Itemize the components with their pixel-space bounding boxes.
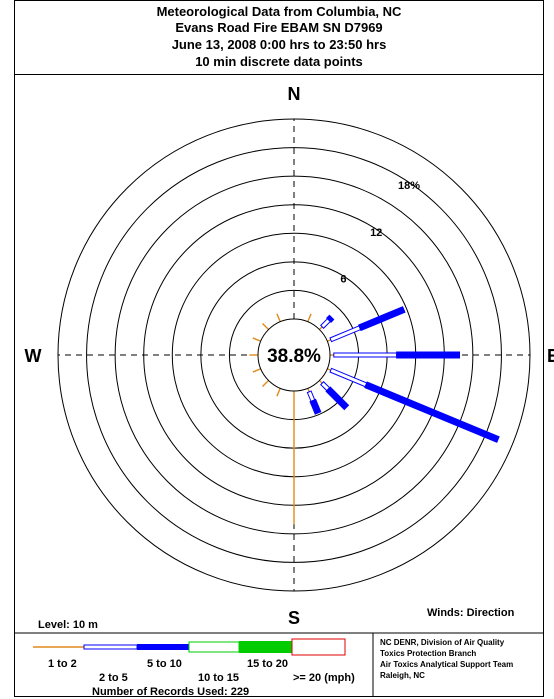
chart-title-line-4: 10 min discrete data points	[195, 54, 363, 69]
calm-circle	[257, 318, 331, 392]
petal-segment	[326, 368, 332, 371]
legend-label-20-plus: >= 20 (mph)	[293, 672, 355, 684]
legend-label-1-2: 1 to 2	[48, 658, 77, 670]
radial-label: 18%	[398, 180, 420, 192]
petal-segment	[329, 367, 368, 388]
radial-ring	[114, 175, 474, 535]
radial-ring	[86, 147, 502, 563]
chart-title-line-3: June 13, 2008 0:00 hrs to 23:50 hrs	[171, 37, 387, 52]
legend-swatch-10-15	[188, 641, 240, 653]
wind-petal	[252, 337, 262, 342]
records-used-label: Number of Records Used: 229	[92, 686, 249, 698]
petal-segment	[252, 368, 262, 373]
wind-petal	[261, 322, 270, 331]
wind-petal	[326, 367, 500, 443]
petal-segment	[396, 351, 461, 359]
legend-swatch-15-20	[239, 641, 292, 653]
wind-petal	[318, 314, 335, 331]
chart-title-line-2: Evans Road Fire EBAM SN D7969	[175, 20, 383, 35]
petal-segment	[358, 306, 406, 332]
wind-petal	[307, 313, 312, 323]
petal-segment	[326, 314, 335, 323]
petal-segment	[276, 313, 281, 323]
wind-petal	[306, 387, 322, 415]
wind-petal	[318, 379, 350, 411]
legend-label-2-5: 2 to 5	[99, 672, 128, 684]
legend-swatch-2-5	[83, 644, 138, 650]
wind-petal	[252, 368, 262, 373]
petal-segment	[307, 313, 312, 323]
petal-segment	[326, 339, 332, 342]
compass-south-label: S	[288, 608, 300, 628]
radial-label: 12	[370, 227, 382, 239]
legend-label-5-10: 5 to 10	[147, 658, 182, 670]
petal-segment	[309, 398, 322, 415]
petal-segment	[333, 352, 398, 358]
radial-label: 6	[340, 274, 346, 286]
radial-labels: 6 12 18%	[340, 180, 420, 286]
wind-petal	[276, 387, 281, 397]
winds-label: Winds: Direction	[427, 607, 515, 619]
calm-percent-label: 38.8%	[267, 346, 321, 367]
legend-swatch-20-plus	[291, 638, 346, 656]
petal-segment	[325, 386, 350, 411]
credit-line-3: Air Toxics Analytical Support Team	[380, 660, 513, 669]
petal-segment	[307, 387, 310, 393]
wind-petal	[276, 313, 281, 323]
wind-petal	[261, 379, 270, 388]
title-separator	[14, 74, 544, 75]
legend-label-10-15: 10 to 15	[198, 672, 239, 684]
credit-line-1: NC DENR, Division of Air Quality	[380, 638, 505, 647]
chart-title-line-1: Meteorological Data from Columbia, NC	[156, 4, 402, 19]
level-label: Level: 10 m	[38, 619, 98, 631]
petal-segment	[329, 325, 362, 343]
credit-line-4: Raleigh, NC	[380, 671, 425, 680]
chart-frame	[14, 0, 544, 697]
wind-petal	[330, 351, 461, 359]
compass-north-label: N	[288, 84, 301, 104]
petal-segment	[261, 322, 270, 331]
wind-petal	[326, 306, 406, 343]
petal-segment	[318, 326, 323, 331]
petal-segment	[364, 381, 500, 443]
compass-east-label: E	[547, 346, 554, 366]
credit-line-2: Toxics Protection Branch	[380, 649, 476, 658]
petal-segment	[261, 379, 270, 388]
petal-segment	[276, 387, 281, 397]
legend-label-15-20: 15 to 20	[247, 658, 288, 670]
legend-swatch-5-10	[137, 644, 189, 650]
wind-petals	[249, 306, 500, 525]
compass-west-label: W	[25, 346, 42, 366]
petal-segment	[252, 337, 262, 342]
petal-segment	[318, 379, 323, 384]
